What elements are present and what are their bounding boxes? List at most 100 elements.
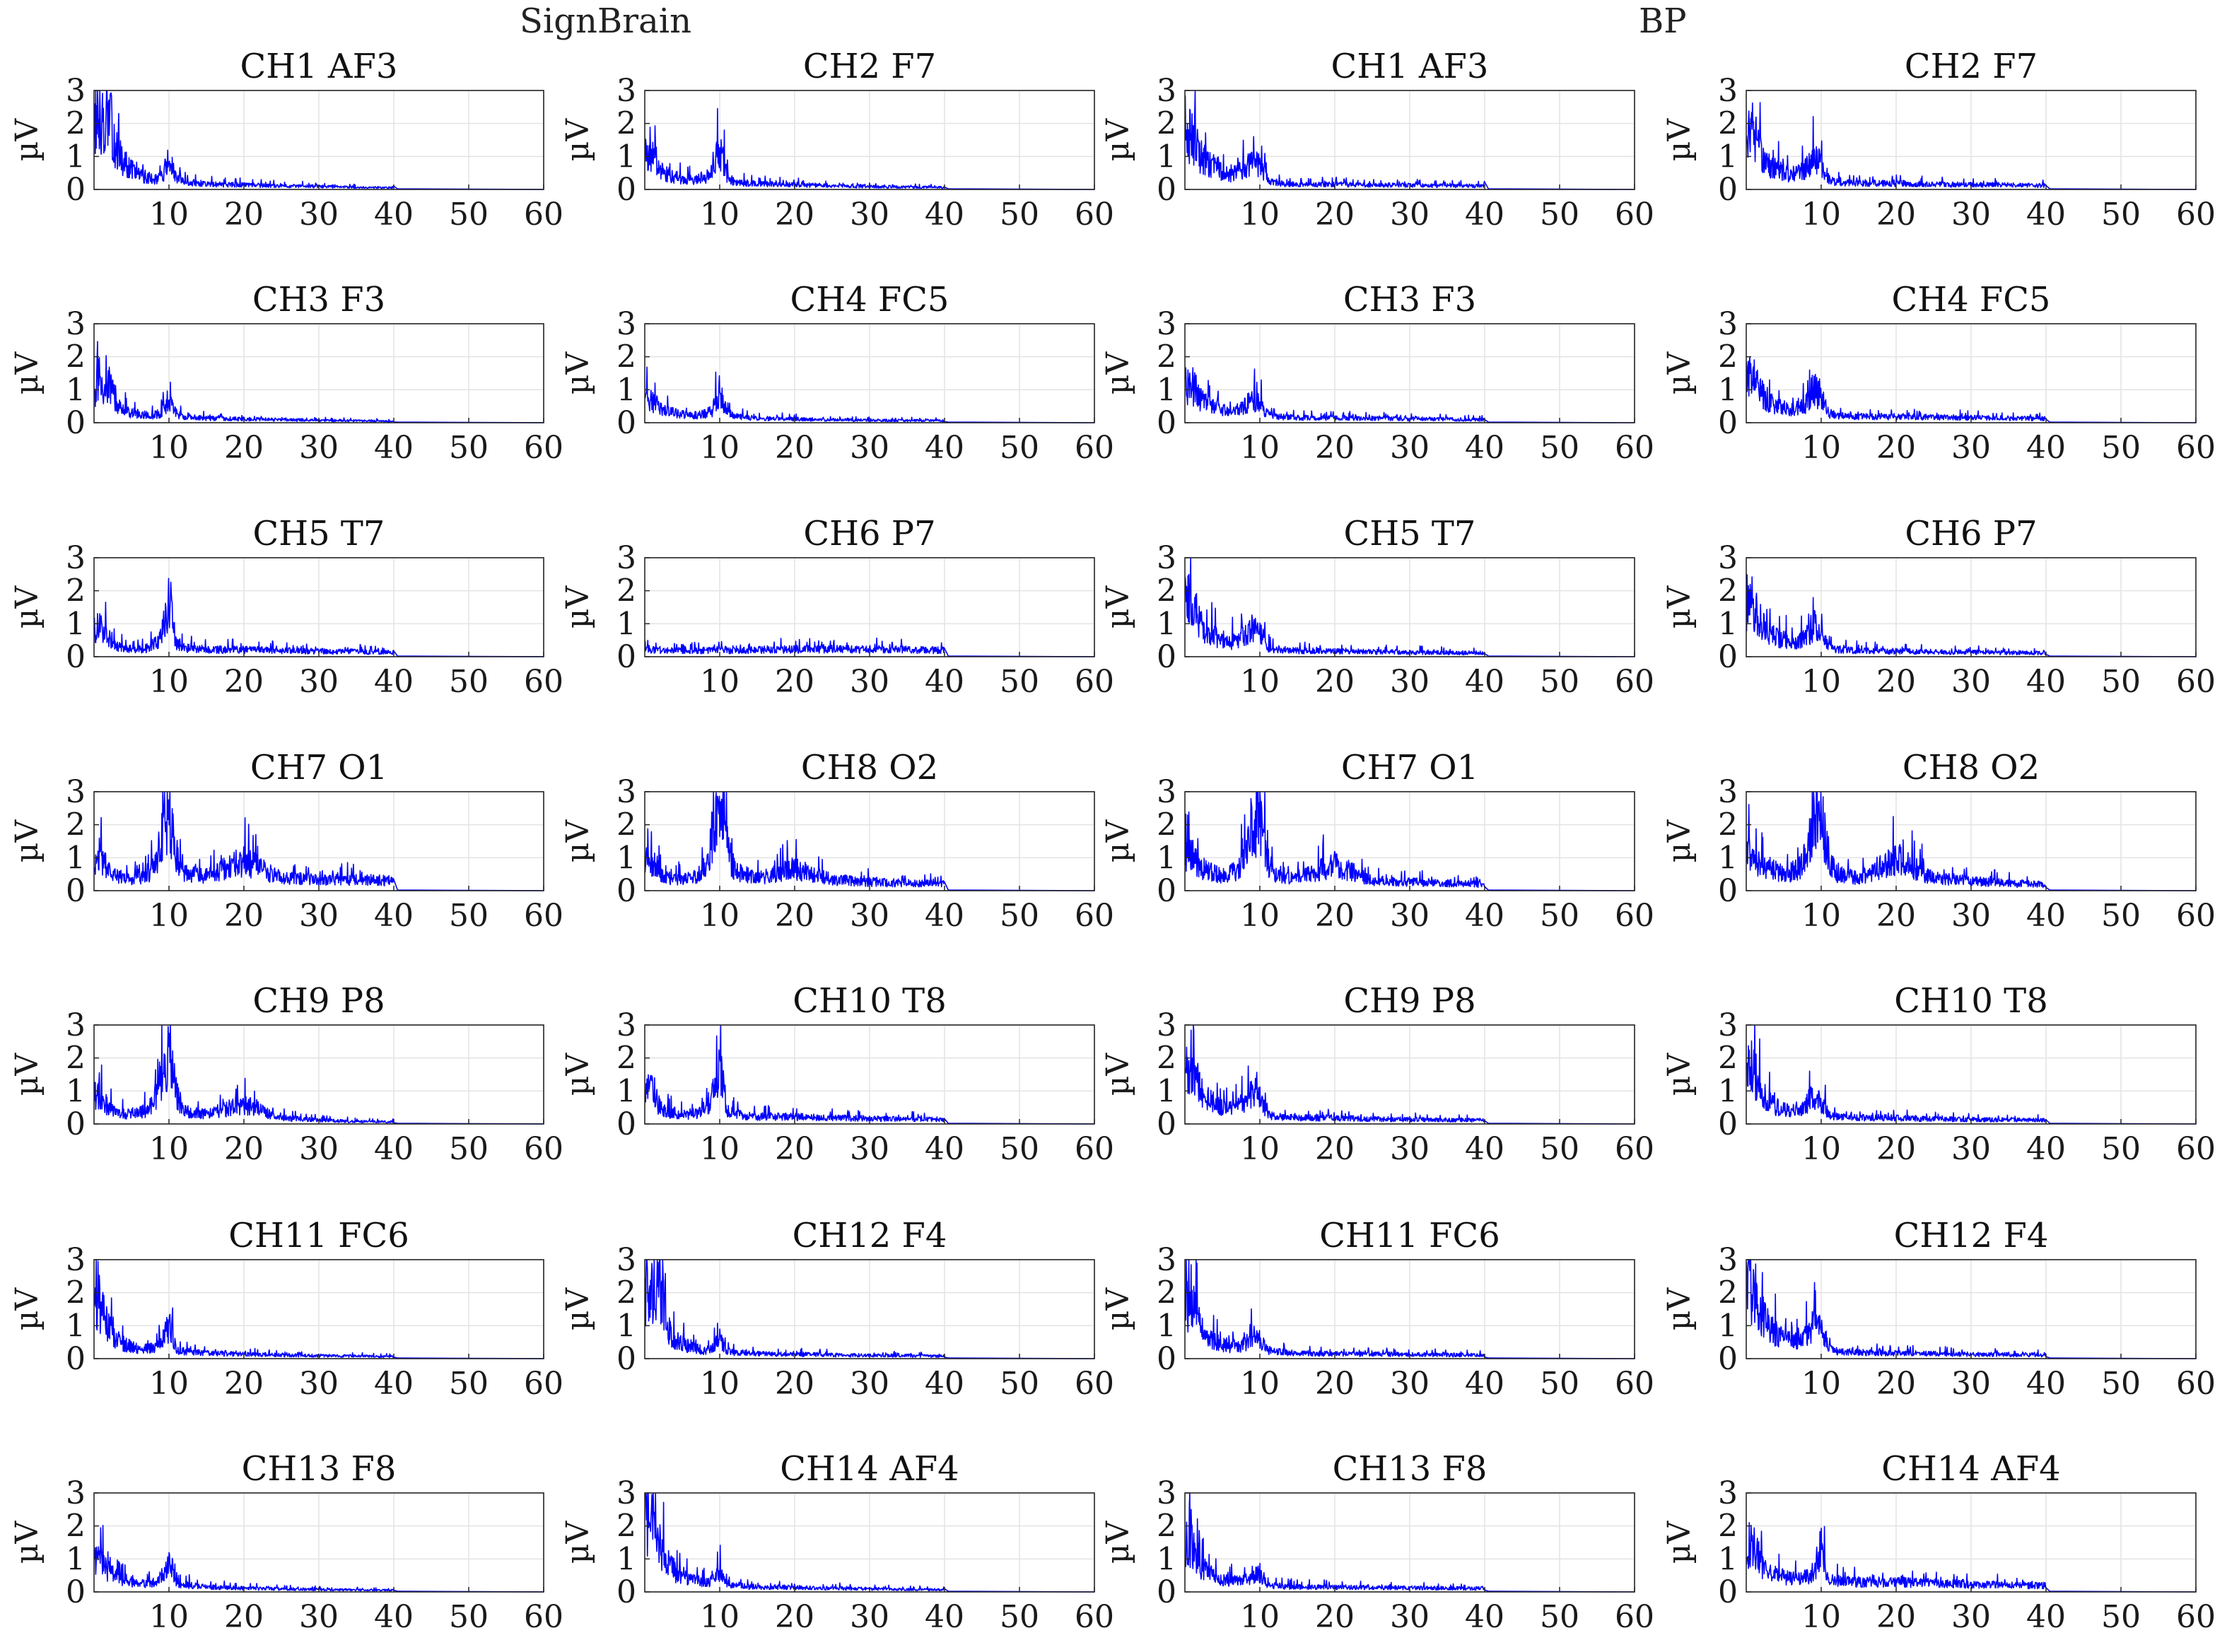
x-tick-label: 20 bbox=[1315, 898, 1355, 934]
x-tick-label: 10 bbox=[149, 1366, 189, 1402]
y-tick-label: 2 bbox=[1157, 339, 1176, 375]
y-tick-label: 1 bbox=[66, 1073, 86, 1109]
y-tick-label: 3 bbox=[1718, 73, 1738, 109]
x-tick-label: 30 bbox=[299, 898, 339, 934]
subplot-title: CH1 AF3 bbox=[1331, 47, 1489, 86]
x-tick-label: 20 bbox=[224, 1599, 264, 1635]
y-tick-label: 0 bbox=[616, 172, 636, 208]
y-tick-label: 3 bbox=[1157, 306, 1176, 342]
x-tick-label: 30 bbox=[1951, 430, 1991, 466]
x-tick-label: 30 bbox=[1390, 197, 1430, 233]
x-tick-label: 20 bbox=[775, 898, 814, 934]
y-tick-label: 1 bbox=[66, 606, 86, 642]
x-tick-label: 60 bbox=[1615, 1599, 1654, 1635]
x-tick-label: 50 bbox=[1540, 1131, 1579, 1167]
series-line bbox=[1184, 791, 1635, 891]
x-tick-label: 30 bbox=[1390, 1599, 1430, 1635]
x-tick-label: 10 bbox=[1240, 197, 1280, 233]
x-tick-label: 60 bbox=[1615, 664, 1654, 700]
y-tick-label: 3 bbox=[616, 306, 636, 342]
x-tick-label: 20 bbox=[224, 197, 264, 233]
x-tick-label: 30 bbox=[850, 197, 889, 233]
y-tick-label: 3 bbox=[66, 1242, 86, 1278]
subplot-title: CH5 T7 bbox=[1344, 514, 1476, 553]
x-tick-label: 30 bbox=[850, 1131, 889, 1167]
y-axis-label: µV bbox=[1661, 1053, 1697, 1096]
x-tick-label: 30 bbox=[299, 1131, 339, 1167]
x-tick-label: 40 bbox=[2026, 1599, 2066, 1635]
y-tick-label: 0 bbox=[66, 405, 86, 441]
y-tick-label: 0 bbox=[66, 1341, 86, 1377]
x-tick-label: 60 bbox=[1615, 898, 1654, 934]
x-tick-label: 40 bbox=[1465, 1131, 1504, 1167]
x-tick-label: 20 bbox=[1876, 430, 1916, 466]
x-tick-label: 40 bbox=[374, 664, 414, 700]
y-tick-label: 3 bbox=[616, 540, 636, 576]
y-tick-label: 3 bbox=[1157, 540, 1176, 576]
subplot-title: CH3 F3 bbox=[252, 280, 385, 320]
x-tick-label: 50 bbox=[1540, 197, 1579, 233]
series-line bbox=[644, 637, 1095, 657]
subplot-title: CH2 F7 bbox=[1905, 47, 2038, 86]
subplot-title: CH8 O2 bbox=[801, 748, 938, 787]
y-tick-label: 0 bbox=[616, 405, 636, 441]
subplot-title: CH4 FC5 bbox=[790, 280, 949, 320]
x-tick-label: 30 bbox=[1951, 197, 1991, 233]
y-tick-label: 0 bbox=[66, 172, 86, 208]
x-tick-label: 50 bbox=[1000, 898, 1039, 934]
x-tick-label: 10 bbox=[149, 1599, 189, 1635]
x-tick-label: 30 bbox=[1390, 664, 1430, 700]
x-tick-label: 30 bbox=[1951, 664, 1991, 700]
subplot-title: CH6 P7 bbox=[803, 514, 935, 553]
x-tick-label: 30 bbox=[1951, 1366, 1991, 1402]
y-axis-label: µV bbox=[9, 351, 45, 395]
y-tick-label: 3 bbox=[1157, 1242, 1176, 1278]
y-axis-label: µV bbox=[1661, 118, 1697, 162]
x-tick-label: 10 bbox=[1240, 664, 1280, 700]
x-tick-label: 60 bbox=[524, 664, 563, 700]
y-tick-label: 3 bbox=[66, 1475, 86, 1511]
x-tick-label: 20 bbox=[775, 430, 814, 466]
y-tick-label: 0 bbox=[1157, 639, 1176, 675]
y-tick-label: 3 bbox=[66, 540, 86, 576]
y-tick-label: 2 bbox=[1718, 106, 1738, 142]
x-tick-label: 40 bbox=[374, 1366, 414, 1402]
series-line bbox=[1184, 367, 1635, 423]
x-tick-label: 30 bbox=[850, 898, 889, 934]
x-tick-label: 50 bbox=[2101, 664, 2141, 700]
subplot-title: CH7 O1 bbox=[1341, 748, 1478, 787]
x-tick-label: 50 bbox=[1000, 197, 1039, 233]
y-axis-label: µV bbox=[1661, 1287, 1697, 1331]
x-tick-label: 60 bbox=[2176, 1131, 2216, 1167]
x-tick-label: 30 bbox=[299, 1366, 339, 1402]
y-tick-label: 1 bbox=[1718, 372, 1738, 408]
series-line bbox=[1184, 1259, 1635, 1359]
subplot-title: CH2 F7 bbox=[803, 47, 936, 86]
y-axis-label: µV bbox=[560, 819, 596, 863]
x-tick-label: 30 bbox=[299, 1599, 339, 1635]
series-line bbox=[644, 107, 1095, 190]
y-tick-label: 2 bbox=[616, 106, 636, 142]
x-tick-label: 50 bbox=[449, 1599, 489, 1635]
y-tick-label: 1 bbox=[66, 840, 86, 876]
y-tick-label: 1 bbox=[616, 1308, 636, 1344]
y-tick-label: 0 bbox=[1157, 405, 1176, 441]
x-tick-label: 40 bbox=[925, 664, 964, 700]
y-tick-label: 3 bbox=[616, 73, 636, 109]
x-tick-label: 50 bbox=[449, 1366, 489, 1402]
y-axis-label: µV bbox=[9, 1053, 45, 1096]
x-tick-label: 40 bbox=[2026, 1366, 2066, 1402]
x-tick-label: 50 bbox=[2101, 197, 2141, 233]
x-tick-label: 50 bbox=[2101, 1366, 2141, 1402]
y-tick-label: 0 bbox=[1157, 1106, 1176, 1142]
y-tick-label: 0 bbox=[66, 1106, 86, 1142]
